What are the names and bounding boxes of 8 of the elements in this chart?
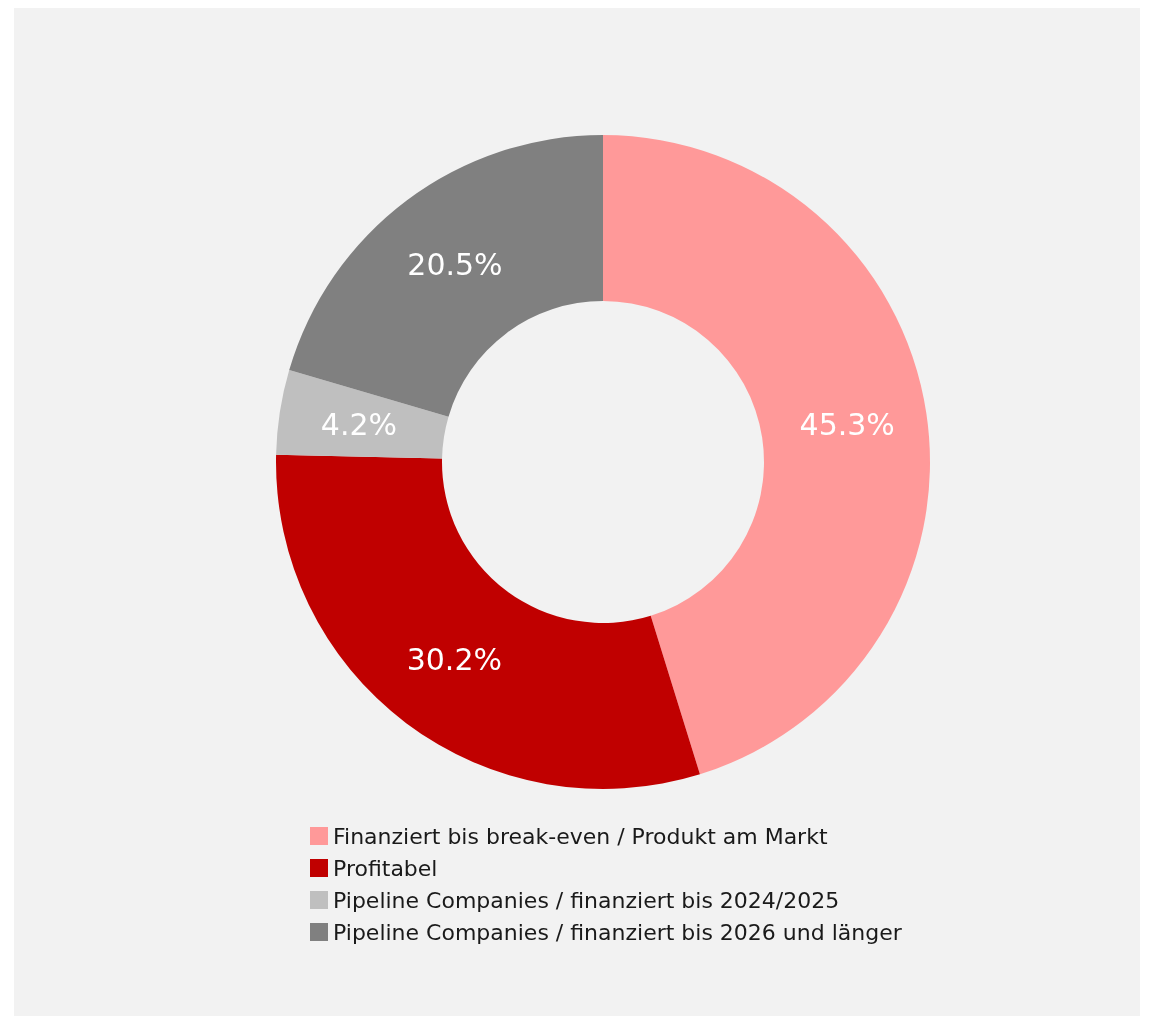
legend-label: Pipeline Companies / finanziert bis 2024/2025 <box>333 887 840 913</box>
legend-label: Pipeline Companies / finanziert bis 2026 und länger <box>333 919 903 945</box>
legend-label: Profitabel <box>333 855 438 881</box>
data-label: 30.2% <box>406 641 502 677</box>
legend-label: Finanziert bis break-even / Produkt am Markt <box>333 823 828 849</box>
data-label: 45.3% <box>799 407 895 443</box>
data-label: 20.5% <box>407 246 503 282</box>
data-label: 4.2% <box>320 406 398 442</box>
